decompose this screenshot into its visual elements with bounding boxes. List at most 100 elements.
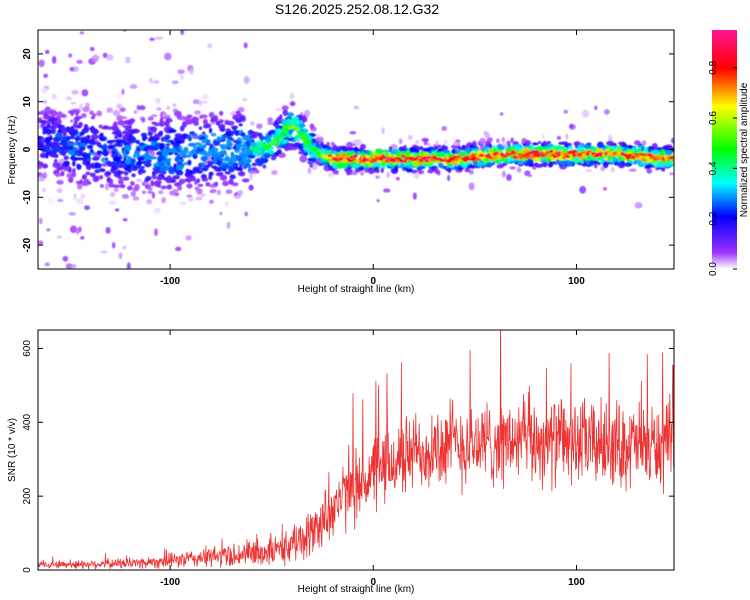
- heatmap-cell: [302, 136, 307, 140]
- heatmap-cell: [174, 110, 182, 117]
- heatmap-cell: [252, 150, 260, 157]
- heatmap-cell: [202, 118, 209, 125]
- heatmap-cell: [158, 175, 163, 181]
- heatmap-cell: [413, 172, 420, 179]
- heatmap-cell: [73, 193, 77, 200]
- heatmap-cell: [554, 151, 559, 155]
- heatmap-cell: [186, 194, 193, 198]
- heatmap-cell: [305, 139, 311, 143]
- heatmap-cell: [113, 121, 118, 127]
- heatmap-cell: [368, 168, 374, 175]
- heatmap-cell: [61, 298, 66, 303]
- heatmap-cell: [151, 173, 157, 180]
- heatmap-cell: [225, 189, 233, 195]
- heatmap-cell: [424, 159, 430, 163]
- heatmap-cell: [243, 145, 249, 149]
- heatmap-cell: [191, 150, 197, 155]
- heatmap-cell: [235, 155, 243, 162]
- heatmap-cell: [62, 255, 69, 262]
- heatmap-cell: [427, 143, 431, 147]
- heatmap-cell: [96, 141, 102, 147]
- heatmap-cell: [584, 143, 592, 149]
- heatmap-cell: [567, 145, 573, 150]
- heatmap-cell: [126, 9, 131, 14]
- heatmap-cell: [395, 162, 400, 167]
- heatmap-cell: [494, 157, 500, 164]
- heatmap-cell: [229, 159, 237, 163]
- heatmap-cell: [168, 152, 174, 155]
- heatmap-cell: [642, 158, 647, 163]
- snr-x-axis-label: Height of straight line (km): [298, 584, 415, 595]
- heatmap-cell: [499, 112, 504, 116]
- heatmap-cell: [156, 21, 160, 24]
- heatmap-cell: [294, 138, 299, 142]
- heatmap-cell: [117, 120, 126, 126]
- heatmap-cell: [354, 139, 362, 146]
- heatmap-cell: [112, 184, 121, 189]
- heatmap-cell: [58, 129, 63, 133]
- heatmap-cell: [49, 152, 57, 157]
- heatmap-cell: [224, 201, 229, 206]
- heatmap-cell: [556, 136, 562, 140]
- heatmap-cell: [243, 76, 250, 84]
- heatmap-cell: [144, 155, 151, 158]
- heatmap-cell: [182, 133, 188, 138]
- heatmap-cell: [501, 136, 505, 143]
- heatmap-cell: [521, 157, 526, 162]
- heatmap-cell: [506, 173, 512, 181]
- heatmap-cell: [148, 144, 156, 151]
- heatmap-cell: [408, 135, 413, 141]
- heatmap-cell: [54, 172, 62, 177]
- heatmap-cell: [235, 167, 241, 171]
- heatmap-cell: [380, 167, 384, 174]
- heatmap-cell: [250, 121, 255, 126]
- heatmap-cell: [69, 225, 77, 234]
- heatmap-cell: [635, 148, 642, 154]
- heatmap-x-tick-label: 0: [370, 276, 376, 287]
- heatmap-x-ticks: -100 0 100: [160, 30, 585, 287]
- heatmap-cell: [177, 159, 183, 163]
- heatmap-cell: [560, 151, 565, 155]
- heatmap-cell: [113, 163, 119, 171]
- heatmap-cell: [589, 148, 598, 153]
- heatmap-cell: [382, 188, 391, 193]
- heatmap-cell: [108, 200, 117, 205]
- heatmap-cell: [176, 164, 184, 171]
- colorbar-tick-label: 0.8: [708, 60, 719, 74]
- heatmap-cell: [173, 163, 178, 168]
- heatmap-cell: [353, 105, 360, 110]
- heatmap-cell: [281, 105, 289, 111]
- heatmap-cell: [507, 142, 511, 147]
- heatmap-cell: [78, 121, 83, 128]
- heatmap-cell: [147, 126, 151, 133]
- heatmap-cell: [43, 115, 51, 120]
- heatmap-cell: [79, 142, 86, 147]
- heatmap-cell: [51, 125, 57, 131]
- heatmap-cell: [83, 124, 89, 128]
- heatmap-cell: [122, 139, 127, 144]
- heatmap-cell: [447, 174, 451, 182]
- heatmap-cell: [51, 18, 58, 25]
- heatmap-cell: [129, 84, 138, 90]
- heatmap-cell: [75, 152, 79, 156]
- heatmap-cell: [375, 175, 380, 179]
- heatmap-cell: [303, 147, 309, 151]
- heatmap-cell: [149, 37, 155, 41]
- heatmap-cell: [400, 154, 406, 158]
- heatmap-cell: [105, 227, 111, 234]
- heatmap-cell: [581, 153, 587, 157]
- snr-panel: -100 0 100 0 200 400 600 Height of straight l…: [7, 329, 675, 595]
- heatmap-cell: [153, 133, 160, 139]
- heatmap-cell: [155, 97, 161, 104]
- heatmap-cell: [289, 101, 296, 107]
- heatmap-cell: [430, 158, 435, 162]
- snr-x-tick-label: -100: [160, 577, 180, 588]
- heatmap-cell: [163, 146, 168, 153]
- heatmap-cell: [116, 139, 123, 144]
- heatmap-cell: [218, 151, 225, 155]
- heatmap-cell: [141, 135, 147, 142]
- heatmap-cell: [249, 135, 258, 139]
- heatmap-cell: [106, 54, 114, 61]
- heatmap-cell: [208, 184, 217, 188]
